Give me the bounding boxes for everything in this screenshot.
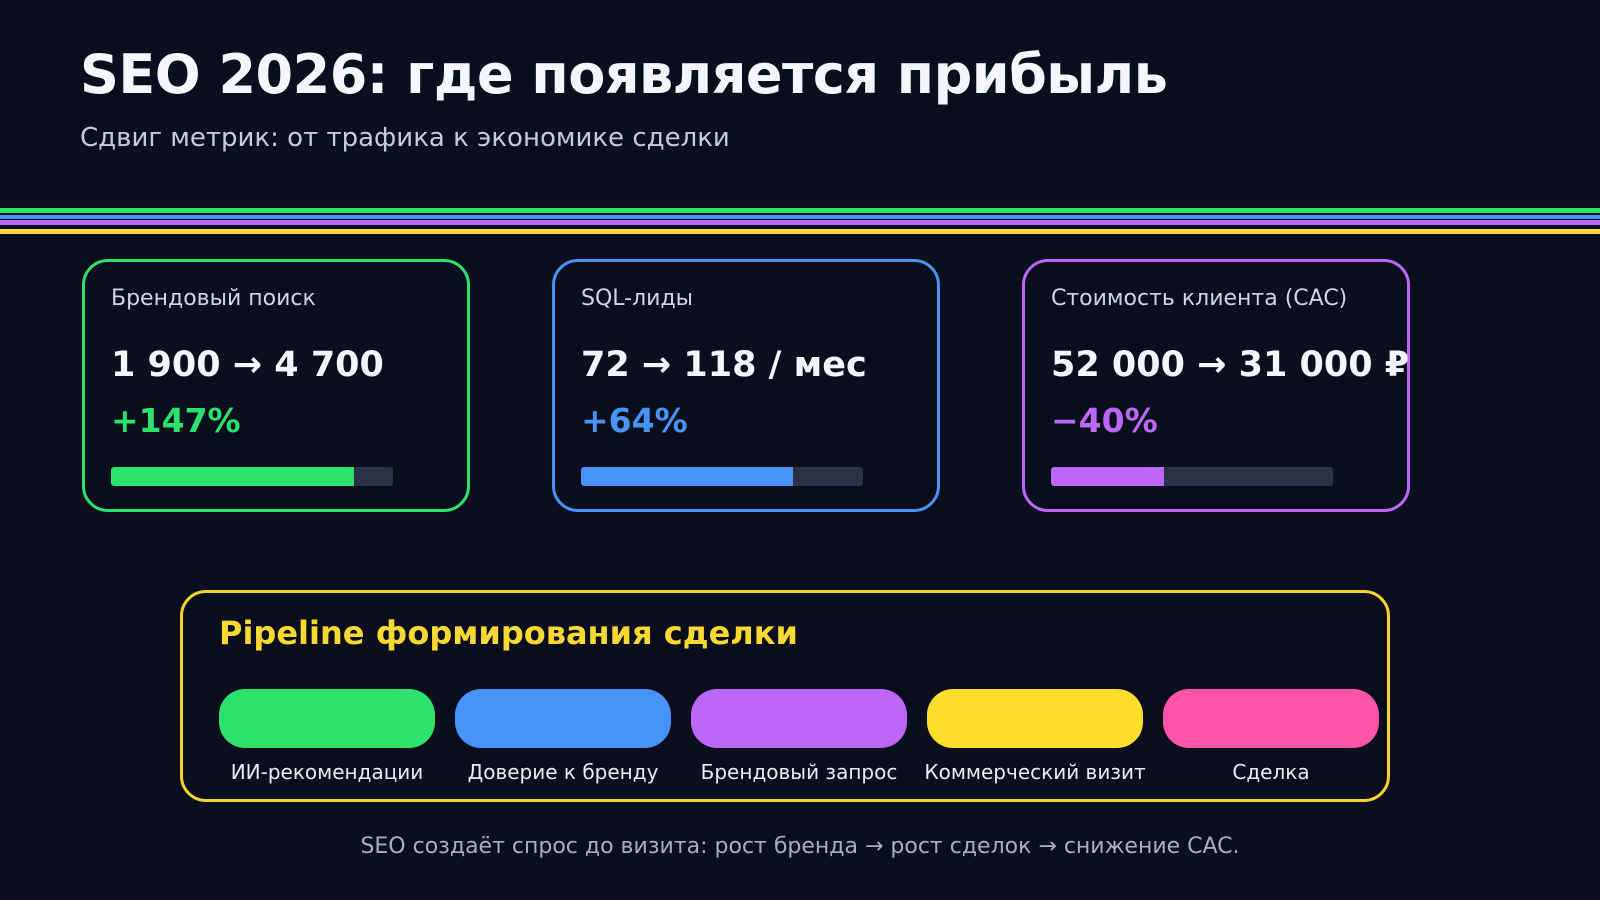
stage-pill <box>691 688 907 748</box>
pipeline-stage-deal: Сделка <box>1163 688 1379 784</box>
divider-stripe-yellow <box>0 228 1600 234</box>
pipeline-box: Pipeline формирования сделки ИИ-рекоменд… <box>180 589 1390 802</box>
pipeline-stage-brand-query: Брендовый запрос <box>691 688 907 784</box>
metric-card-cac: Стоимость клиента (CAC) 52 000 → 31 000 … <box>1022 258 1410 512</box>
stage-pill <box>1163 688 1379 748</box>
metric-cards-row: Брендовый поиск 1 900 → 4 700 +147% SQL-… <box>82 258 1600 512</box>
metric-value: 1 900 → 4 700 <box>111 345 384 386</box>
metric-value: 52 000 → 31 000 ₽ <box>1051 345 1410 386</box>
divider-stripe-blue <box>0 214 1600 219</box>
metric-delta: +147% <box>111 400 241 440</box>
stage-label: Доверие к бренду <box>467 759 659 784</box>
metric-card-sql-leads: SQL-лиды 72 → 118 / мес +64% <box>552 258 940 512</box>
metric-label: SQL-лиды <box>581 285 694 311</box>
progress-fill <box>1051 467 1164 487</box>
page-title: SEO 2026: где появляется прибыль <box>80 43 1168 106</box>
divider-stripe-green <box>0 207 1600 213</box>
stage-pill <box>927 688 1143 748</box>
pipeline-title: Pipeline формирования сделки <box>219 613 798 652</box>
pipeline-stage-commercial-visit: Коммерческий визит <box>924 688 1146 784</box>
stage-pill <box>219 688 435 748</box>
divider-stripe-purple <box>0 219 1600 225</box>
metric-card-brand-search: Брендовый поиск 1 900 → 4 700 +147% <box>82 258 470 512</box>
footer-note: SEO создаёт спрос до визита: рост бренда… <box>360 833 1240 859</box>
page-subtitle: Сдвиг метрик: от трафика к экономике сде… <box>80 123 730 154</box>
metric-value: 72 → 118 / мес <box>581 345 867 386</box>
rainbow-divider <box>0 207 1600 234</box>
progress-track <box>581 467 863 487</box>
pipeline-stage-brand-trust: Доверие к бренду <box>455 688 671 784</box>
stage-label: ИИ-рекомендации <box>230 759 424 784</box>
metric-label: Брендовый поиск <box>111 285 316 311</box>
progress-track <box>1051 467 1333 487</box>
progress-fill <box>581 467 793 487</box>
progress-track <box>111 467 393 487</box>
metric-label: Стоимость клиента (CAC) <box>1051 285 1348 311</box>
metric-delta: +64% <box>581 400 688 440</box>
stage-label: Брендовый запрос <box>700 759 898 784</box>
stage-label: Сделка <box>1232 759 1310 784</box>
metric-delta: −40% <box>1051 400 1158 440</box>
progress-fill <box>111 467 354 487</box>
stage-label: Коммерческий визит <box>924 759 1146 784</box>
pipeline-stages-row: ИИ-рекомендации Доверие к бренду Брендов… <box>219 688 1379 784</box>
stage-pill <box>455 688 671 748</box>
header: SEO 2026: где появляется прибыль Сдвиг м… <box>0 0 1600 156</box>
pipeline-stage-ai-recommendations: ИИ-рекомендации <box>219 688 435 784</box>
